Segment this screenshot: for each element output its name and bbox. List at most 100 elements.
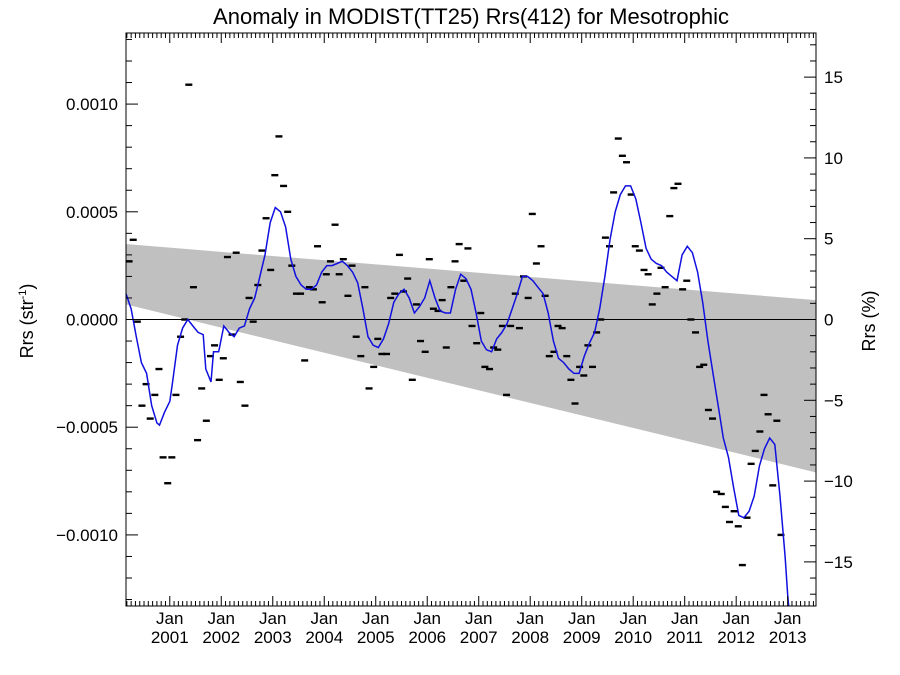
data-point (580, 374, 588, 377)
data-point (357, 354, 365, 358)
data-point (644, 273, 652, 276)
data-point (370, 365, 378, 369)
data-point (515, 326, 523, 330)
data-point (288, 264, 296, 267)
data-point (614, 137, 622, 140)
data-point (400, 290, 408, 293)
data-point (125, 260, 133, 263)
data-point (404, 277, 412, 280)
x-tick-month: Jan (414, 609, 441, 628)
data-point (481, 365, 489, 369)
x-tick-month: Jan (208, 609, 235, 628)
data-point (352, 335, 360, 338)
data-point (322, 273, 330, 276)
data-point (168, 456, 176, 459)
data-point (314, 245, 322, 248)
left-axis-label: Rrs (str-1) (17, 284, 37, 359)
data-point (387, 296, 395, 300)
data-point (683, 279, 691, 282)
right-tick-label: 10 (824, 149, 843, 168)
uncertainty-band (126, 244, 816, 473)
data-point (232, 251, 240, 254)
data-point (589, 365, 597, 369)
data-point (473, 341, 481, 345)
x-tick-year: 2001 (151, 628, 189, 647)
data-point (262, 217, 270, 220)
left-y-axis: 0.0010 0.0005 0.0000 −0.0005 −0.0010 (56, 38, 138, 601)
data-point (700, 363, 708, 366)
data-point (138, 404, 146, 407)
data-point (507, 324, 515, 328)
data-point (571, 402, 579, 405)
left-tick-label: −0.0010 (56, 526, 118, 545)
data-point (425, 257, 433, 261)
data-point (412, 303, 420, 306)
data-point (717, 492, 725, 496)
data-point (155, 367, 163, 371)
x-tick-month: Jan (517, 609, 544, 628)
data-point (408, 378, 416, 382)
data-point (146, 417, 154, 420)
right-tick-label: 5 (824, 230, 833, 249)
data-point (648, 303, 656, 306)
data-point (271, 173, 279, 177)
data-point (777, 533, 785, 537)
data-point (305, 285, 313, 289)
data-point (696, 365, 704, 369)
x-axis: Jan2001Jan2002Jan2003Jan2004Jan2005Jan20… (126, 33, 814, 647)
data-point (211, 344, 219, 347)
data-point (773, 419, 781, 422)
data-point (550, 350, 558, 354)
left-tick-label: 0.0005 (66, 203, 118, 222)
data-point (653, 292, 661, 295)
data-point (383, 352, 391, 356)
data-point (348, 264, 356, 267)
data-point (756, 430, 764, 433)
data-point (498, 324, 506, 328)
left-tick-label: 0.0000 (66, 311, 118, 330)
data-point (219, 357, 227, 360)
data-point (558, 326, 566, 330)
chart-title: Anomaly in MODIST(TT25) Rrs(412) for Mes… (213, 4, 729, 29)
data-point (301, 359, 309, 362)
data-point (429, 307, 437, 310)
data-point (545, 354, 553, 358)
data-point (223, 255, 231, 259)
data-point (567, 378, 575, 382)
data-point (541, 294, 549, 298)
x-tick-year: 2008 (511, 628, 549, 647)
x-tick-month: Jan (259, 609, 286, 628)
data-point (455, 242, 463, 246)
x-tick-year: 2010 (614, 628, 652, 647)
data-point (361, 285, 369, 289)
x-tick-year: 2006 (408, 628, 446, 647)
data-point (738, 563, 746, 567)
left-tick-label: 0.0010 (66, 95, 118, 114)
data-point (280, 184, 288, 188)
data-point (769, 484, 777, 487)
data-point (185, 83, 193, 86)
data-point (725, 520, 733, 524)
x-tick-year: 2007 (460, 628, 498, 647)
x-tick-month: Jan (311, 609, 338, 628)
data-point (181, 318, 189, 321)
data-point (687, 318, 695, 321)
data-point (704, 408, 712, 412)
data-point (618, 154, 626, 157)
data-point (764, 413, 772, 416)
data-point (730, 510, 738, 513)
data-point (374, 337, 382, 341)
right-tick-label: −15 (824, 553, 853, 572)
right-tick-label: 15 (824, 68, 843, 87)
data-point (666, 214, 674, 218)
data-point (692, 331, 700, 334)
data-point (657, 266, 665, 270)
data-point (258, 249, 266, 252)
x-tick-year: 2004 (305, 628, 343, 647)
x-tick-month: Jan (619, 609, 646, 628)
data-point (721, 505, 729, 509)
x-tick-year: 2012 (717, 628, 755, 647)
x-tick-year: 2009 (563, 628, 601, 647)
right-axis-label: Rrs (%) (859, 291, 879, 352)
